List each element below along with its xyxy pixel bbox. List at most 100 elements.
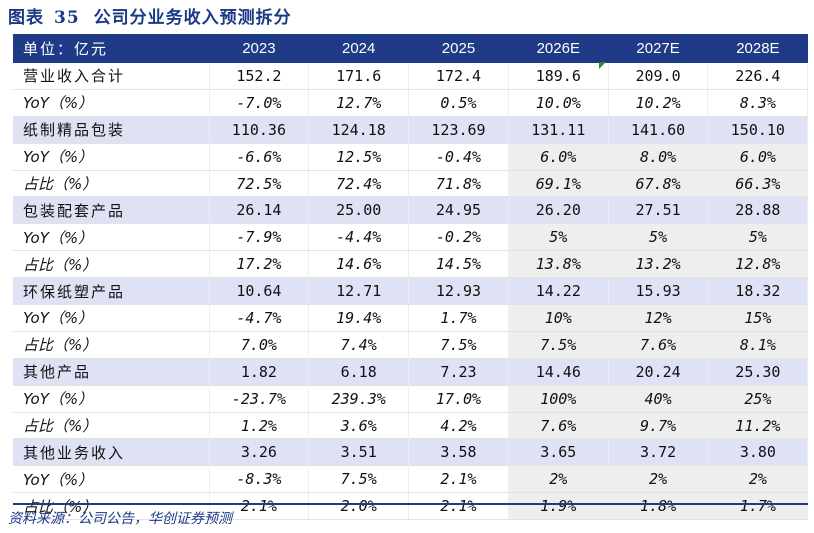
table-cell: -0.4% <box>408 143 509 171</box>
table-cell: 0.5% <box>408 89 509 117</box>
table-cell: 3.51 <box>308 438 410 467</box>
row-label: YoY（%） <box>13 385 210 413</box>
table-cell: 3.6% <box>308 412 410 440</box>
header-year: 2026E <box>508 34 609 63</box>
table-cell: 172.4 <box>408 63 509 90</box>
table-cell: 10.0% <box>508 89 609 117</box>
table-cell: 3.80 <box>707 438 809 467</box>
table-row: YoY（%） -8.3% 7.5% 2.1% 2% 2% 2% <box>13 465 809 494</box>
table-cell: 19.4% <box>308 304 410 332</box>
bottom-rule <box>13 503 808 505</box>
table-cell: 2% <box>707 465 809 494</box>
row-label: 包装配套产品 <box>13 196 210 225</box>
table-row: 其他产品 1.82 6.18 7.23 14.46 20.24 25.30 <box>13 358 809 386</box>
table-cell: 7.4% <box>308 331 410 359</box>
row-label: 纸制精品包装 <box>13 116 210 144</box>
table-cell: 2.0% <box>308 492 410 521</box>
table-cell: 14.22 <box>508 277 609 306</box>
table-cell: 2% <box>508 465 609 494</box>
table-cell: 8.0% <box>608 143 709 171</box>
table-cell: 7.23 <box>408 358 509 386</box>
figure-label: 图表 <box>8 8 44 28</box>
table-cell: -8.3% <box>209 465 310 494</box>
table-cell: -23.7% <box>209 385 310 413</box>
table-cell: 5% <box>608 223 709 252</box>
header-year: 2024 <box>308 34 409 63</box>
table-cell: 27.51 <box>608 196 709 225</box>
table-cell: 9.7% <box>608 412 709 440</box>
table-cell: 239.3% <box>308 385 410 413</box>
table-row: 占比（%） 7.0% 7.4% 7.5% 7.5% 7.6% 8.1% <box>13 331 809 359</box>
table-cell: 12.8% <box>707 250 809 279</box>
table-row: 包装配套产品 26.14 25.00 24.95 26.20 27.51 28.88 <box>13 196 809 225</box>
row-label: YoY（%） <box>13 223 210 252</box>
row-label: YoY（%） <box>13 465 210 494</box>
table-cell: 1.2% <box>209 412 310 440</box>
table-cell: 226.4 <box>707 63 809 90</box>
header-year: 2023 <box>209 34 309 63</box>
table-cell: 3.65 <box>508 438 609 467</box>
table-header-row: 单位：亿元 2023 2024 2025 2026E 2027E 2028E <box>13 34 808 63</box>
table-cell: 12.5% <box>308 143 410 171</box>
table-cell: 2.1% <box>209 492 310 521</box>
table-cell: 7.5% <box>408 331 509 359</box>
table-cell: 12% <box>608 304 709 332</box>
table-cell: 14.6% <box>308 250 410 279</box>
row-label: 占比（%） <box>13 250 210 279</box>
table-cell: 40% <box>608 385 709 413</box>
table-cell: 6.0% <box>707 143 809 171</box>
table-cell: 1.7% <box>408 304 509 332</box>
row-label: 占比（%） <box>13 412 210 440</box>
table-row: YoY（%） -23.7% 239.3% 17.0% 100% 40% 25% <box>13 385 809 413</box>
table-row: 占比（%） 17.2% 14.6% 14.5% 13.8% 13.2% 12.8% <box>13 250 809 279</box>
table-cell: 24.95 <box>408 196 509 225</box>
table-cell: 69.1% <box>508 170 609 198</box>
table-cell: 7.6% <box>508 412 609 440</box>
table-row: YoY（%） -7.9% -4.4% -0.2% 5% 5% 5% <box>13 223 809 252</box>
row-label: 占比（%） <box>13 170 210 198</box>
table-cell: 10.64 <box>209 277 310 306</box>
table-cell: -4.7% <box>209 304 310 332</box>
table-cell: 6.0% <box>508 143 609 171</box>
table-cell: 110.36 <box>209 116 310 144</box>
table-cell: 209.0 <box>608 63 709 90</box>
table-row: 环保纸塑产品 10.64 12.71 12.93 14.22 15.93 18.32 <box>13 277 809 306</box>
table-cell: 25.00 <box>308 196 410 225</box>
table-row: 占比（%） 2.1% 2.0% 2.1% 1.9% 1.8% 1.7% <box>13 492 809 521</box>
table-cell: 171.6 <box>308 63 410 90</box>
row-label: 营业收入合计 <box>13 63 210 90</box>
row-label: 占比（%） <box>13 331 210 359</box>
table-cell: 1.9% <box>508 492 609 521</box>
table-cell: 1.8% <box>608 492 709 521</box>
table-cell: -4.4% <box>308 223 410 252</box>
header-year: 2027E <box>608 34 708 63</box>
table-cell: 72.5% <box>209 170 310 198</box>
table-cell: 17.0% <box>408 385 509 413</box>
table-cell: 152.2 <box>209 63 310 90</box>
table-cell: -0.2% <box>408 223 509 252</box>
table-cell: 2.1% <box>408 465 509 494</box>
table-cell: 123.69 <box>408 116 509 144</box>
table-cell: 71.8% <box>408 170 509 198</box>
table-cell: 3.72 <box>608 438 709 467</box>
table-cell: 7.5% <box>308 465 410 494</box>
table-cell: 5% <box>508 223 609 252</box>
table-cell: 14.46 <box>508 358 609 386</box>
table-cell: 6.18 <box>308 358 410 386</box>
table-cell: 66.3% <box>707 170 809 198</box>
table-cell: 15% <box>707 304 809 332</box>
row-label: 其他业务收入 <box>13 438 210 467</box>
table-cell: 2.1% <box>408 492 509 521</box>
table-cell: 7.0% <box>209 331 310 359</box>
table-cell: 8.3% <box>707 89 809 117</box>
header-year: 2025 <box>408 34 509 63</box>
row-label: YoY（%） <box>13 89 210 117</box>
table-cell: 25% <box>707 385 809 413</box>
table-cell: 13.8% <box>508 250 609 279</box>
table-row: 营业收入合计 152.2 171.6 172.4 189.6 209.0 226.4 <box>13 63 809 90</box>
table-row: YoY（%） -7.0% 12.7% 0.5% 10.0% 10.2% 8.3% <box>13 89 809 117</box>
figure-title-text: 公司分业务收入预测拆分 <box>93 8 292 28</box>
table-cell: 26.20 <box>508 196 609 225</box>
table-cell: 72.4% <box>308 170 410 198</box>
figure-title: 图表 35 公司分业务收入预测拆分 <box>8 4 292 32</box>
